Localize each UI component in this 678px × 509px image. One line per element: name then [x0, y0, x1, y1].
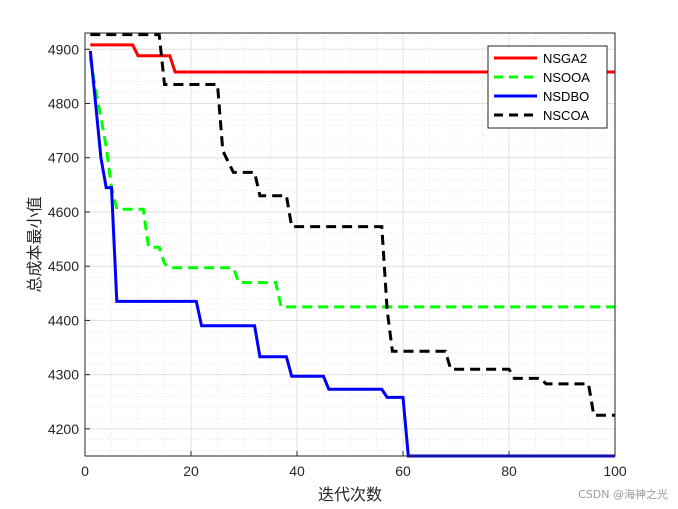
legend: NSGA2 NSOOA NSDBO NSCOA [487, 45, 608, 129]
y-tick-label: 4200 [48, 421, 79, 437]
y-tick-label: 4500 [48, 258, 79, 274]
x-tick-label: 60 [395, 463, 411, 479]
legend-box [487, 45, 608, 129]
series-layer [88, 33, 615, 458]
plot-frame [84, 32, 616, 457]
ticks-layer [84, 48, 616, 456]
x-tick-label: 100 [603, 463, 627, 479]
series-line-nsooa [88, 57, 615, 309]
x-tick-label: 80 [501, 463, 517, 479]
legend-label-nsdbo: NSDBO [543, 89, 589, 104]
y-tick-label: 4700 [48, 150, 79, 166]
y-tick-label: 4400 [48, 312, 79, 328]
y-axis-label: 总成本最小值 [25, 196, 44, 292]
x-tick-label: 0 [81, 463, 89, 479]
y-tick-label: 4900 [48, 41, 79, 57]
x-axis-label: 迭代次数 [318, 485, 382, 504]
legend-label-nscoa: NSCOA [543, 108, 590, 123]
legend-label-nsooa: NSOOA [543, 70, 590, 85]
y-tick-label: 4600 [48, 204, 79, 220]
major-grid [84, 33, 616, 456]
tick-labels: 0 20 40 60 80 100 4200 4300 4400 4500 4600 4700 4800… [48, 41, 627, 479]
series-line-nscoa [90, 33, 615, 417]
series-line-nsga2 [90, 43, 615, 74]
watermark: CSDN @海神之光 [578, 487, 668, 501]
x-tick-label: 40 [289, 463, 305, 479]
x-tick-label: 20 [183, 463, 199, 479]
y-tick-label: 4800 [48, 96, 79, 112]
series-line-nsdbo [88, 50, 615, 458]
legend-label-nsga2: NSGA2 [543, 51, 587, 66]
y-tick-label: 4300 [48, 367, 79, 383]
